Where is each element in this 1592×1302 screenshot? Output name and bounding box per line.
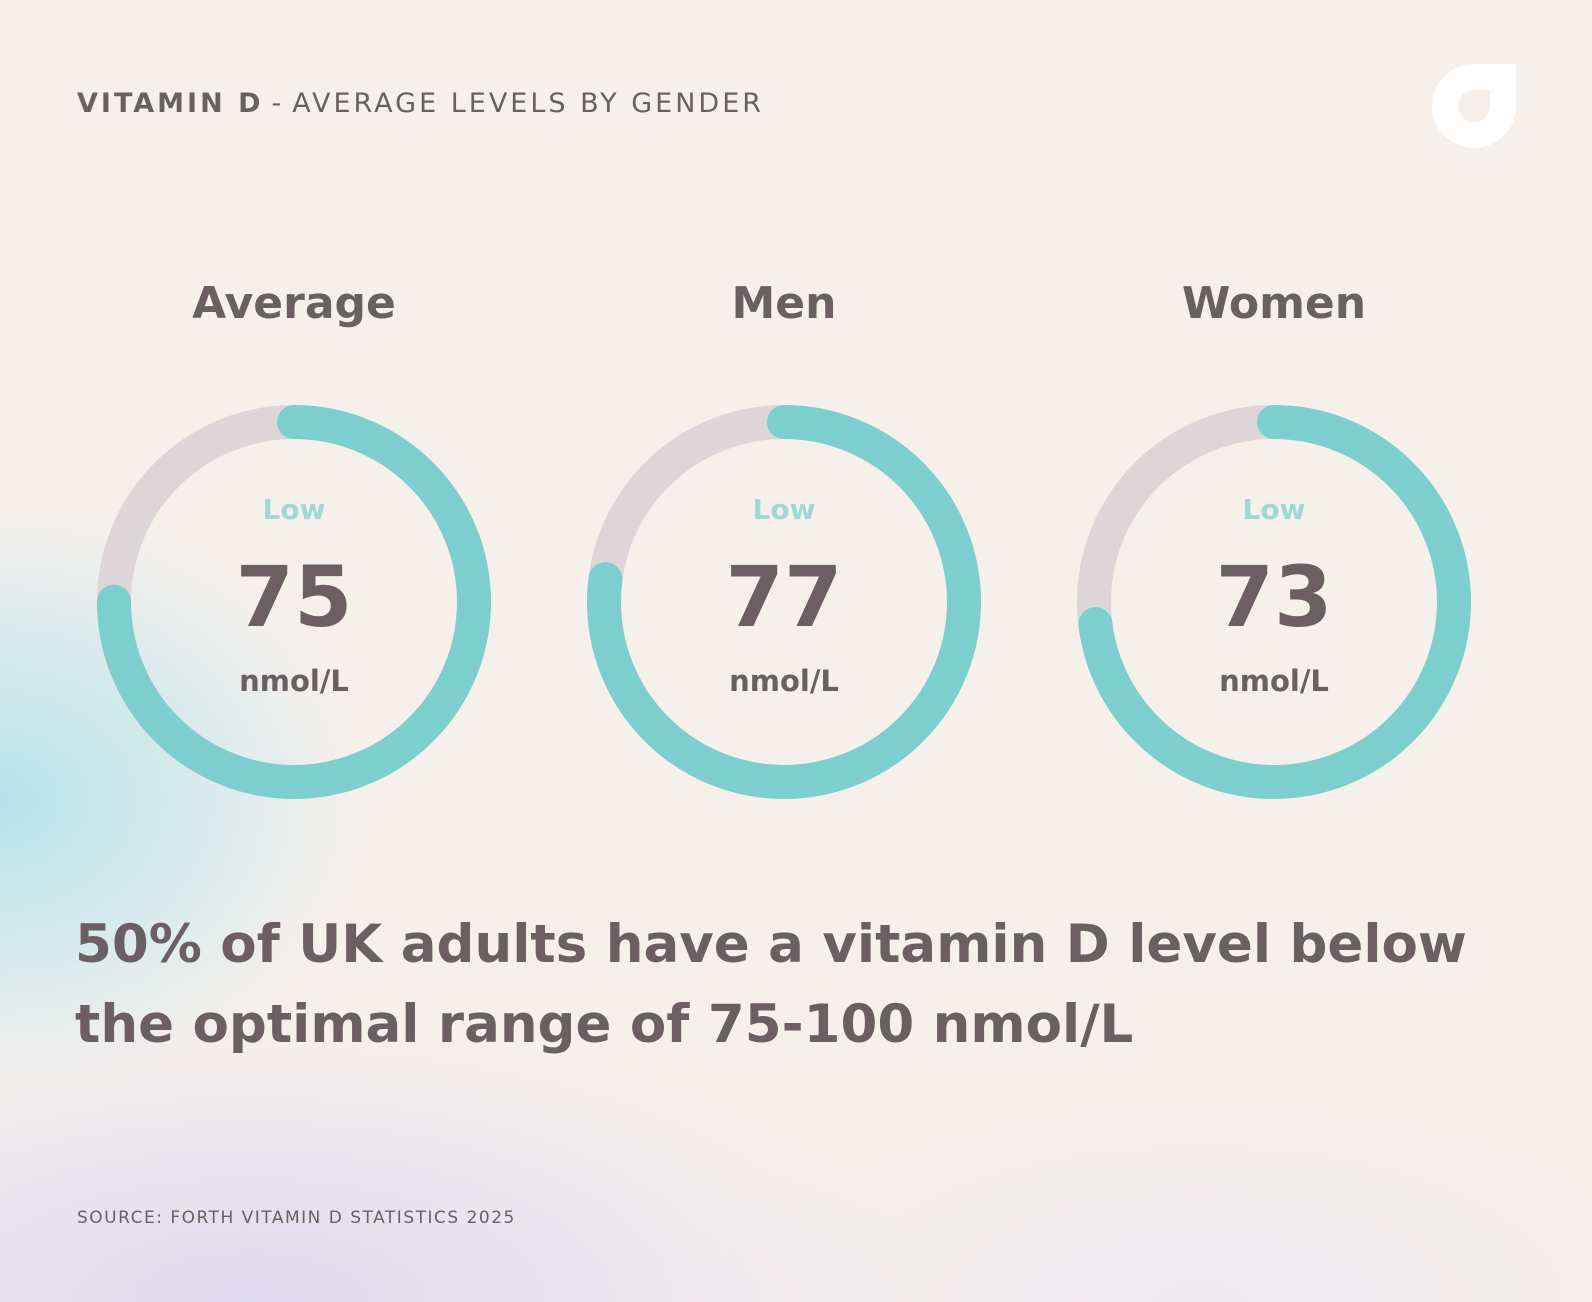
gauge-value: 75 [235,548,353,646]
gauge-ring [1077,405,1471,799]
gauge-value: 73 [1215,548,1333,646]
gauge-title: Women [1181,278,1367,329]
page-title-rest: AVERAGE LEVELS BY GENDER [292,88,765,119]
gauge-ring [587,405,981,799]
gauge-status: Low [1242,493,1306,526]
gauge-unit: nmol/L [729,664,839,698]
gauge-unit: nmol/L [1219,664,1329,698]
gauge-status: Low [752,493,816,526]
gauge-status: Low [262,493,326,526]
gauge-progress-arc [1077,405,1471,799]
gauge-value: 77 [725,548,843,646]
page-title: VITAMIN D - AVERAGE LEVELS BY GENDER [77,88,764,119]
page-title-strong: VITAMIN D [77,88,264,119]
gauge-progress-arc [587,405,981,799]
gauge-title: Average [192,278,396,329]
gauge-unit: nmol/L [239,664,349,698]
page-title-separator: - [271,88,285,119]
brand-logo-icon [1432,64,1516,148]
gauge-ring [97,405,491,799]
source-citation: SOURCE: FORTH VITAMIN D STATISTICS 2025 [77,1208,516,1228]
gauge-progress-arc [97,405,491,799]
gauge-title: Men [731,278,837,329]
headline-statistic: 50% of UK adults have a vitamin D level … [75,914,1467,1055]
